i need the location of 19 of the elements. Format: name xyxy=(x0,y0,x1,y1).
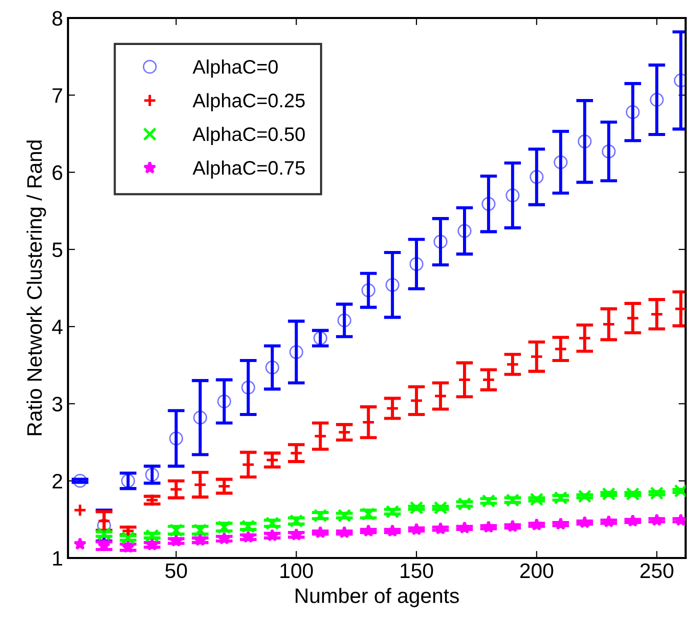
y-tick-label: 1 xyxy=(53,551,62,566)
legend-label: AlphaC=0.75 xyxy=(192,160,305,179)
y-tick-label: 3 xyxy=(52,396,62,412)
y-axis-title: Ratio Network Clustering / Rand xyxy=(26,140,46,436)
y-tick-label: 8 xyxy=(52,11,62,26)
x-tick-label: 100 xyxy=(280,563,313,578)
y-tick-label: 5 xyxy=(52,242,62,258)
y-tick-label: 2 xyxy=(52,474,62,488)
y-tick-label: 4 xyxy=(52,320,63,334)
y-tick-label: 7 xyxy=(52,88,62,103)
legend-label: AlphaC=0.25 xyxy=(192,93,305,112)
y-tick-label: 6 xyxy=(52,165,62,180)
x-tick-label: 200 xyxy=(520,563,554,578)
x-tick-label: 150 xyxy=(400,563,434,578)
x-tick-label: 50 xyxy=(165,563,187,578)
x-axis-title: Number of agents xyxy=(296,588,459,608)
x-tick-label: 250 xyxy=(640,563,674,578)
legend-label: AlphaC=0 xyxy=(192,59,278,78)
legend-label: AlphaC=0.50 xyxy=(192,126,305,145)
